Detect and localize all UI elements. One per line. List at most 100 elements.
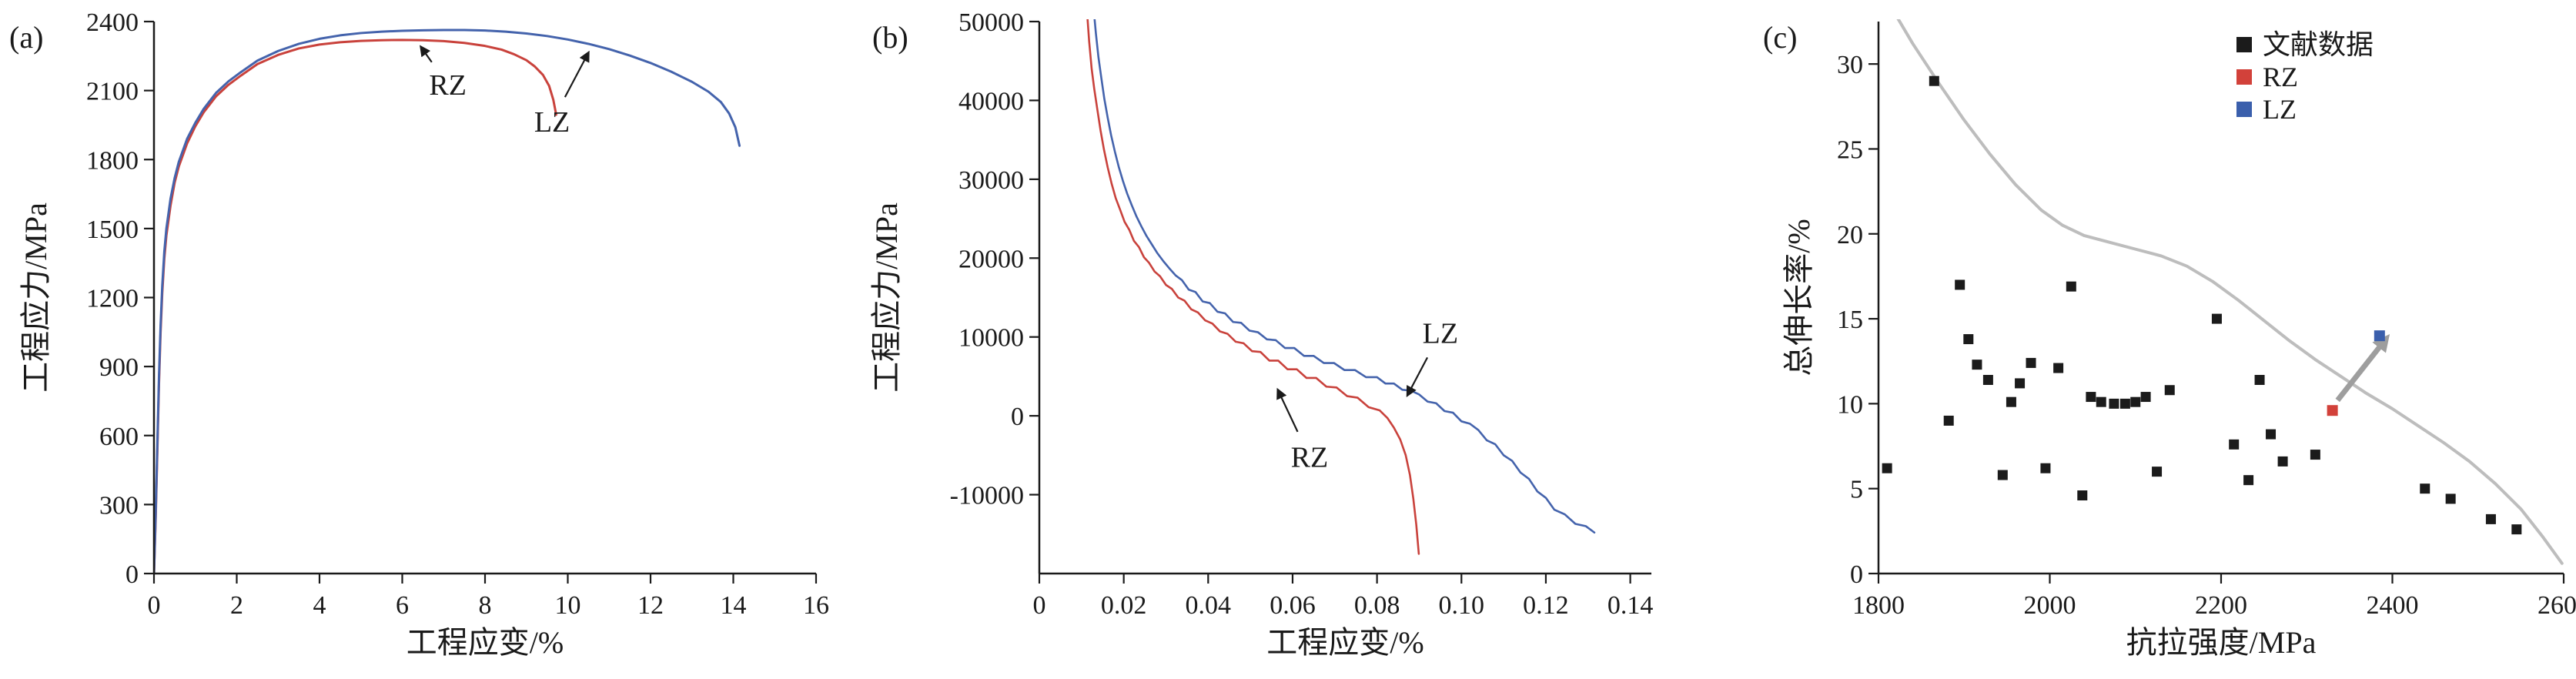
legend-label: 文献数据 [2263,29,2374,60]
y-tick-label: 1800 [86,146,139,175]
scatter-point-文献数据 [1963,334,1974,345]
legend-marker [2236,37,2252,52]
scatter-point-文献数据 [2140,392,2151,403]
scatter-point-文献数据 [2086,392,2096,403]
y-tick-label: 15 [1837,306,1863,334]
y-tick-label: 0 [1850,560,1863,589]
annotation-arrow-RZ [420,45,433,63]
scatter-point-文献数据 [2310,450,2320,460]
x-axis-title: 工程应变/% [406,625,564,660]
x-tick-label: 12 [637,591,664,620]
y-tick-label: 5 [1850,476,1863,504]
legend-item-文献数据: 文献数据 [2236,29,2374,60]
y-tick-label: 10 [1837,390,1863,419]
annotation-arrow-RZ [1276,387,1299,433]
panel-b: RZ LZ 0 0.02 0.04 0.06 0.08 0.10 0.12 0.14 -10000 0… [835,0,1686,679]
scatter-point-文献数据 [2266,429,2277,440]
scatter-point-文献数据 [2511,524,2522,535]
hardening-curve-chart: RZ LZ 0 0.02 0.04 0.06 0.08 0.10 0.12 0.14 -10000 0… [869,8,1654,660]
scatter-point-文献数据 [2006,396,2016,407]
scatter-point-文献数据 [2229,439,2240,450]
scatter-point-文献数据 [2053,363,2064,373]
scatter-point-文献数据 [2485,513,2496,524]
scatter-point-RZ [2327,405,2338,416]
scatter-point-文献数据 [1955,279,1965,290]
x-tick-label: 0 [1033,591,1046,620]
x-tick-label: 4 [313,591,326,620]
scatter-point-文献数据 [2040,463,2051,473]
scatter-point-文献数据 [2130,396,2141,407]
scatter-point-文献数据 [1882,463,1892,473]
y-tick-label: -10000 [950,482,1024,510]
scatter-point-文献数据 [1997,470,2008,480]
y-tick-label: 1200 [86,285,139,313]
scatter-point-文献数据 [2015,378,2026,389]
x-tick-label: 6 [396,591,409,620]
series-line-LZ [153,28,741,575]
scatter-point-文献数据 [1972,360,1982,370]
annotation-label-LZ: LZ [534,106,570,139]
y-tick-label: 20000 [958,245,1024,273]
scatter-point-文献数据 [2152,467,2163,477]
y-tick-label: 2100 [86,78,139,106]
scatter-point-文献数据 [2243,475,2254,486]
x-tick-label: 16 [803,591,829,620]
scatter-point-文献数据 [2164,385,2175,396]
scatter-point-文献数据 [2026,357,2036,368]
series-line-LZ [1093,19,1596,534]
x-tick-label: 2400 [2367,591,2419,620]
scatter-point-文献数据 [2066,281,2076,292]
legend-item-RZ: RZ [2236,62,2298,92]
x-tick-label: 0.08 [1354,591,1400,620]
annotation-arrow-LZ [1406,356,1429,398]
annotation-label-RZ: RZ [1291,441,1329,473]
legend-item-LZ: LZ [2236,94,2297,125]
x-tick-label: 8 [479,591,492,620]
y-tick-label: 900 [99,353,139,382]
legend-label: RZ [2263,62,2298,92]
y-tick-label: 50000 [958,8,1024,37]
panel-label: (b) [872,20,908,55]
x-tick-label: 0.10 [1439,591,1485,620]
panel-label: (a) [9,20,43,55]
scatter-point-文献数据 [2119,398,2130,409]
x-tick-label: 10 [555,591,581,620]
trend-line [1896,19,2564,565]
y-tick-label: 0 [125,560,139,589]
scatter-point-文献数据 [2211,313,2222,324]
y-axis-title: 工程应力/MPa [869,202,904,393]
y-tick-label: 2400 [86,8,139,37]
x-tick-label: 2 [230,591,243,620]
y-axis-title: 总伸长率/% [1781,219,1816,376]
scatter-point-文献数据 [2445,493,2456,504]
trend-shift-arrow [2335,333,2390,403]
y-tick-label: 40000 [958,87,1024,115]
y-tick-label: 10000 [958,324,1024,353]
scatter-point-文献数据 [1982,374,1993,385]
y-tick-label: 1500 [86,216,139,244]
x-tick-label: 0.04 [1186,591,1232,620]
y-tick-label: 30000 [958,166,1024,195]
stress-strain-chart: RZ LZ 0 2 4 6 8 10 12 14 16 0 300 600 900 1200 1500 1800 2… [9,8,829,660]
y-tick-label: 30 [1837,51,1863,79]
x-tick-label: 0.06 [1270,591,1316,620]
x-tick-label: 0.02 [1101,591,1147,620]
legend-marker [2236,69,2252,85]
x-tick-label: 0.12 [1523,591,1569,620]
series-line-RZ [1086,19,1420,555]
scatter-point-文献数据 [2096,396,2106,407]
scatter-point-LZ [2374,330,2385,342]
y-tick-label: 0 [1011,403,1024,431]
x-tick-label: 2000 [2024,591,2076,620]
y-tick-label: 600 [99,423,139,451]
annotation-label-LZ: LZ [1423,318,1458,350]
x-axis-title: 工程应变/% [1266,625,1423,660]
x-tick-label: 1800 [1852,591,1905,620]
x-tick-label: 2200 [2195,591,2247,620]
annotation-arrow-LZ [564,50,590,98]
y-axis-title: 工程应力/MPa [18,202,53,393]
x-tick-label: 0.14 [1607,591,1654,620]
